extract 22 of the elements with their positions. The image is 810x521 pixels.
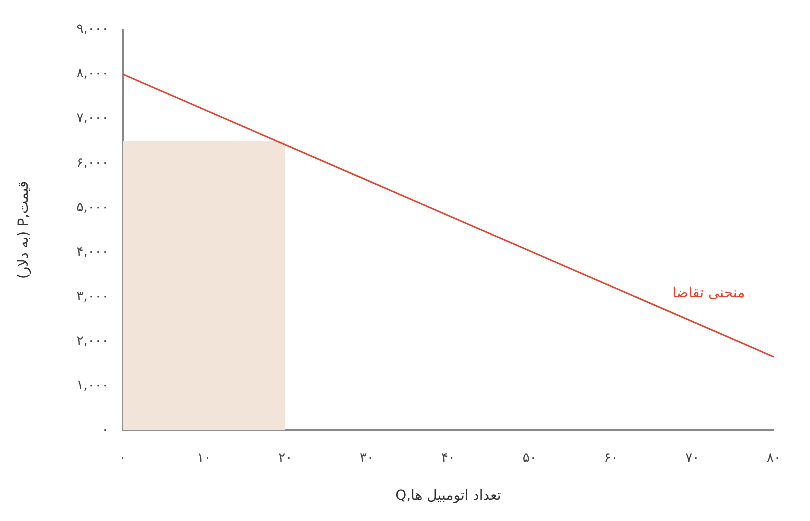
y-tick-label: ۹,۰۰۰ bbox=[76, 22, 109, 38]
series-label: منحنی تقاضا bbox=[672, 285, 746, 302]
y-tick-label: ۱,۰۰۰ bbox=[76, 378, 109, 394]
y-tick-label: ۳,۰۰۰ bbox=[76, 289, 109, 304]
y-tick-label: ۸,۰۰۰ bbox=[76, 66, 109, 82]
x-tick-label: ۷۰ bbox=[686, 450, 700, 466]
x-tick-label: ۶۰ bbox=[604, 450, 618, 466]
y-tick-label: ۰ bbox=[102, 422, 109, 438]
y-tick-label: ۴,۰۰۰ bbox=[76, 244, 109, 260]
x-tick-label: ۲۰ bbox=[278, 450, 293, 466]
y-tick-label: ۷,۰۰۰ bbox=[76, 111, 109, 126]
x-tick-label: ۵۰ bbox=[522, 450, 537, 466]
x-axis-title: Q,تعداد اتومبیل ها bbox=[396, 488, 502, 504]
x-tick-label: ۰ bbox=[119, 450, 126, 466]
x-tick-label: ۸۰ bbox=[767, 450, 781, 466]
y-axis-title: (به دلار) P,قیمت bbox=[16, 181, 32, 280]
y-tick-label: ۵,۰۰۰ bbox=[76, 200, 109, 216]
y-tick-label: ۲,۰۰۰ bbox=[76, 334, 109, 349]
x-tick-label: ۱۰ bbox=[197, 450, 212, 466]
x-tick-label: ۳۰ bbox=[360, 450, 374, 466]
y-tick-label: ۶,۰۰۰ bbox=[76, 156, 109, 171]
x-tick-label: ۴۰ bbox=[441, 450, 456, 466]
